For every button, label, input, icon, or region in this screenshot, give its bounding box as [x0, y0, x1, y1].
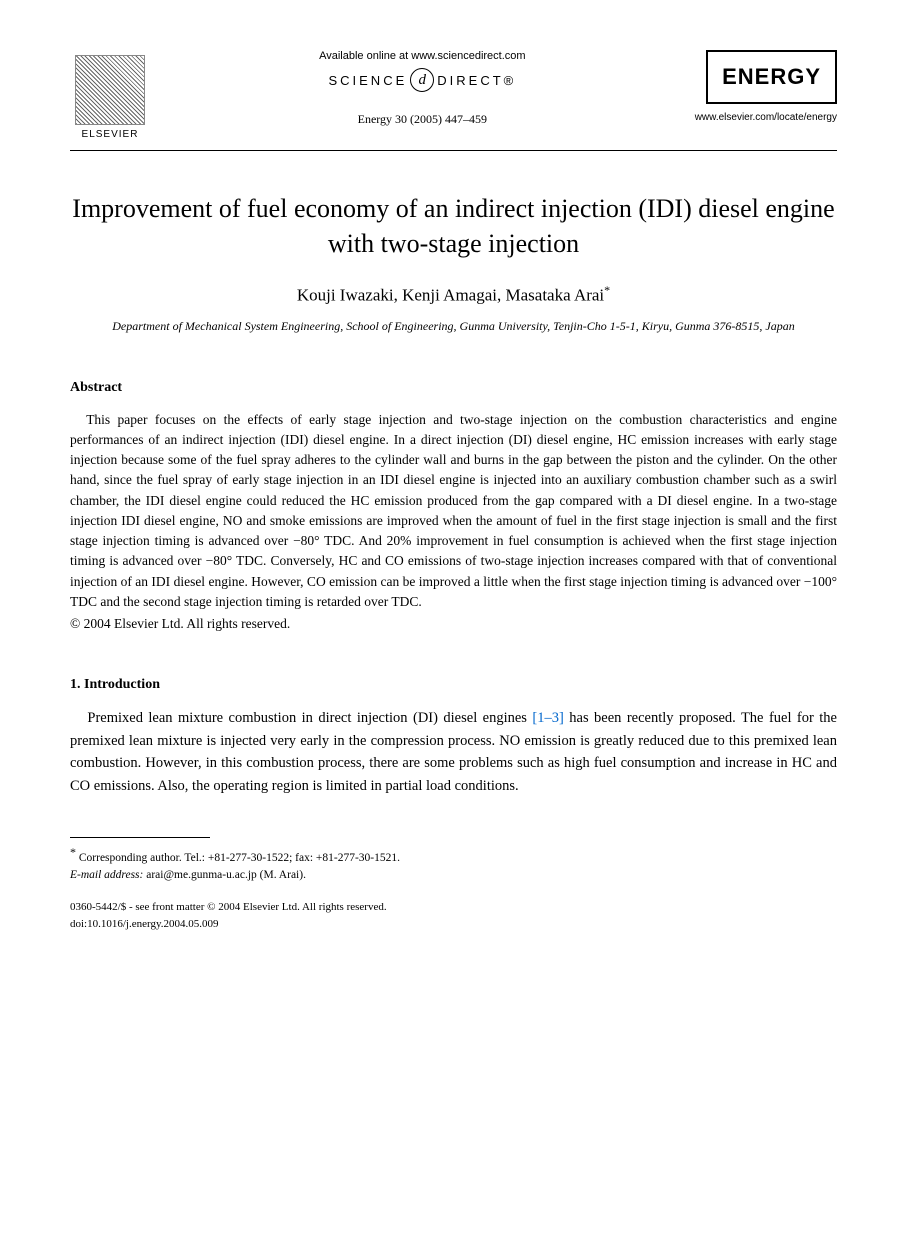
- footnote-block: * Corresponding author. Tel.: +81-277-30…: [70, 843, 837, 884]
- email-value: arai@me.gunma-u.ac.jp (M. Arai).: [146, 869, 306, 881]
- science-direct-left: SCIENCE: [328, 73, 407, 88]
- abstract-body: This paper focuses on the effects of ear…: [70, 410, 837, 613]
- corresponding-author-line: * Corresponding author. Tel.: +81-277-30…: [70, 843, 837, 867]
- publisher-logo: ELSEVIER: [70, 50, 150, 140]
- email-line: E-mail address: arai@me.gunma-u.ac.jp (M…: [70, 867, 837, 884]
- intro-pre: Premixed lean mixture combustion in dire…: [87, 710, 532, 726]
- authors-line: Kouji Iwazaki, Kenji Amagai, Masataka Ar…: [70, 283, 837, 306]
- issn-line: 0360-5442/$ - see front matter © 2004 El…: [70, 899, 837, 916]
- footnote-rule: [70, 837, 210, 838]
- journal-url: www.elsevier.com/locate/energy: [695, 112, 837, 123]
- abstract-copyright: © 2004 Elsevier Ltd. All rights reserved…: [70, 616, 837, 632]
- corresponding-text: Corresponding author. Tel.: +81-277-30-1…: [79, 852, 400, 864]
- affiliation: Department of Mechanical System Engineer…: [70, 318, 837, 335]
- introduction-body: Premixed lean mixture combustion in dire…: [70, 707, 837, 797]
- citation-text: Energy 30 (2005) 447–459: [170, 112, 675, 127]
- available-online-text: Available online at www.sciencedirect.co…: [170, 50, 675, 62]
- abstract-heading: Abstract: [70, 380, 837, 396]
- journal-name-box: ENERGY: [706, 50, 837, 104]
- article-title: Improvement of fuel economy of an indire…: [70, 191, 837, 261]
- introduction-heading: 1. Introduction: [70, 677, 837, 693]
- science-direct-right: DIRECT®: [437, 73, 516, 88]
- footnote-mark: *: [70, 845, 76, 859]
- elsevier-tree-icon: [75, 55, 145, 125]
- corresponding-mark: *: [604, 283, 610, 297]
- doi-line: doi:10.1016/j.energy.2004.05.009: [70, 916, 837, 933]
- journal-logo-block: ENERGY www.elsevier.com/locate/energy: [695, 50, 837, 123]
- citation-link[interactable]: [1–3]: [532, 710, 563, 726]
- science-direct-logo: SCIENCE d DIRECT®: [170, 68, 675, 92]
- publisher-name: ELSEVIER: [82, 129, 139, 140]
- header-center: Available online at www.sciencedirect.co…: [150, 50, 695, 127]
- header-divider: [70, 150, 837, 151]
- header-row: ELSEVIER Available online at www.science…: [70, 50, 837, 140]
- footer-info: 0360-5442/$ - see front matter © 2004 El…: [70, 899, 837, 932]
- email-label: E-mail address:: [70, 869, 143, 881]
- science-direct-d-icon: d: [410, 68, 434, 92]
- authors-names: Kouji Iwazaki, Kenji Amagai, Masataka Ar…: [297, 286, 604, 305]
